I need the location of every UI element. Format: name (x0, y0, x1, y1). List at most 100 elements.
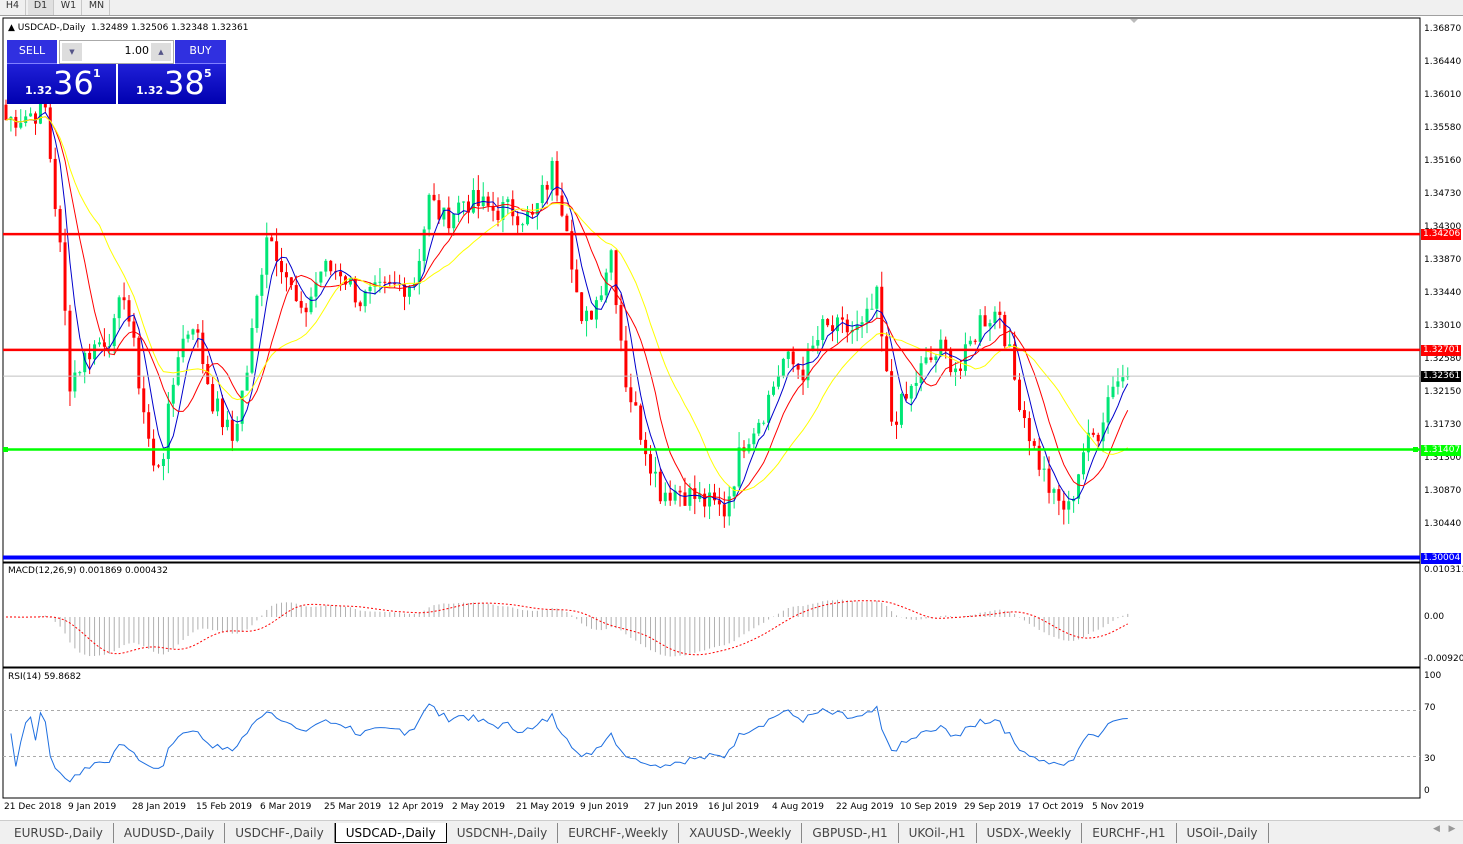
chart-tab[interactable]: AUDUSD-,Daily (114, 823, 226, 843)
candle-body (870, 308, 874, 310)
date-axis-label: 25 Mar 2019 (324, 802, 382, 812)
candle-body (1121, 377, 1125, 382)
candle-body (457, 202, 461, 214)
candle-body (501, 202, 505, 221)
candle-body (786, 351, 790, 359)
timeframe-mn[interactable]: MN (84, 0, 110, 15)
date-axis-label: 10 Sep 2019 (900, 802, 958, 812)
candle-body (727, 496, 731, 517)
candle-body (186, 334, 190, 339)
candle-body (48, 107, 52, 159)
chart-tab[interactable]: USDCHF-,Daily (225, 823, 335, 843)
candle-body (275, 241, 279, 261)
candle-body (220, 398, 224, 428)
candle-body (289, 277, 293, 286)
candle-body (206, 364, 210, 385)
candle-body (540, 184, 544, 204)
candle-body (521, 224, 525, 226)
chart-tab[interactable]: USDCNH-,Daily (447, 823, 559, 843)
current-price-tag: 1.32361 (1421, 371, 1461, 383)
candle-body (752, 433, 756, 445)
chart-tab[interactable]: GBPUSD-,H1 (802, 823, 899, 843)
line-price-tag: 1.30004 (1421, 552, 1461, 564)
lot-size-input[interactable]: 1.00 (124, 44, 150, 57)
candle-body (4, 104, 8, 121)
candle-body (604, 272, 608, 296)
chart-tab[interactable]: USOil-,Daily (1177, 823, 1269, 843)
chart-tab[interactable]: USDCAD-,Daily (334, 823, 447, 843)
candle-body (594, 300, 598, 320)
timeframe-toolbar: H4 D1 W1 MN (0, 0, 1463, 16)
lot-decrease-icon[interactable]: ▼ (62, 43, 82, 61)
candle-body (319, 271, 323, 283)
price-chart[interactable] (0, 0, 1463, 820)
candle-body (491, 205, 495, 211)
candle-body (329, 260, 333, 272)
candle-body (526, 211, 530, 225)
rsi-line (10, 703, 1128, 783)
candle-body (767, 394, 771, 423)
candle-body (255, 295, 259, 329)
macd-signal-line (5, 600, 1128, 656)
candle-body (747, 444, 751, 452)
timeframe-d1[interactable]: D1 (28, 0, 54, 15)
candle-body (1003, 314, 1007, 347)
price-axis-label: 1.34300 (1424, 221, 1462, 232)
candle-body (919, 363, 923, 383)
candle-body (53, 158, 57, 210)
candle-body (998, 311, 1002, 315)
candle-body (284, 272, 288, 278)
candle-body (885, 336, 889, 372)
price-axis-label: 1.30870 (1424, 485, 1462, 496)
candle-body (826, 319, 830, 326)
candle-body (535, 203, 539, 215)
candle-body (934, 356, 938, 360)
candle-body (688, 488, 692, 506)
sell-price-fraction: 1 (93, 67, 101, 80)
candle-body (555, 160, 559, 196)
sell-button[interactable]: SELL (7, 40, 57, 64)
candle-body (496, 210, 500, 221)
chart-tab[interactable]: UKOil-,H1 (899, 823, 977, 843)
buy-button[interactable]: BUY (175, 40, 226, 64)
candle-body (619, 305, 623, 341)
candle-body (388, 281, 392, 284)
date-axis-label: 22 Aug 2019 (836, 802, 894, 812)
candle-body (471, 190, 475, 213)
candle-body (38, 100, 42, 124)
candle-body (781, 358, 785, 376)
candle-body (589, 310, 593, 320)
candle-body (1077, 474, 1081, 499)
chart-tab[interactable]: EURCHF-,H1 (1082, 823, 1177, 843)
chart-tab[interactable]: XAUUSD-,Weekly (679, 823, 803, 843)
candle-body (122, 297, 126, 301)
tabs-scroll-arrows-icon[interactable]: ◀ ▶ (1433, 824, 1456, 834)
candle-body (1067, 501, 1071, 510)
candle-body (1047, 468, 1051, 493)
chart-tab[interactable]: USDX-,Weekly (977, 823, 1083, 843)
ohlc-values: 1.32489 1.32506 1.32348 1.32361 (91, 23, 249, 33)
timeframe-w1[interactable]: W1 (56, 0, 82, 15)
timeframe-h4[interactable]: H4 (0, 0, 26, 15)
candle-body (93, 344, 97, 360)
candle-body (895, 421, 899, 425)
chart-tab[interactable]: EURUSD-,Daily (4, 823, 114, 843)
rsi-axis-100: 100 (1424, 671, 1442, 681)
candle-body (821, 319, 825, 341)
candle-body (585, 310, 589, 322)
candle-body (1086, 432, 1090, 453)
lot-increase-icon[interactable]: ▲ (151, 43, 171, 61)
price-axis-label: 1.33440 (1424, 288, 1462, 299)
sell-price[interactable]: 1.32 36 1 (7, 64, 116, 104)
date-axis-label: 2 May 2019 (452, 802, 505, 812)
sell-price-prefix: 1.32 (25, 84, 53, 97)
lot-size-stepper: ▼ 1.00 ▲ (59, 40, 174, 64)
buy-price[interactable]: 1.32 38 5 (118, 64, 226, 104)
candle-body (235, 423, 239, 441)
candle-body (383, 281, 387, 283)
buy-price-fraction: 5 (204, 67, 212, 80)
candle-body (339, 271, 343, 277)
chart-tab[interactable]: EURCHF-,Weekly (558, 823, 680, 843)
date-axis-label: 17 Oct 2019 (1028, 802, 1084, 812)
candle-body (806, 349, 810, 381)
